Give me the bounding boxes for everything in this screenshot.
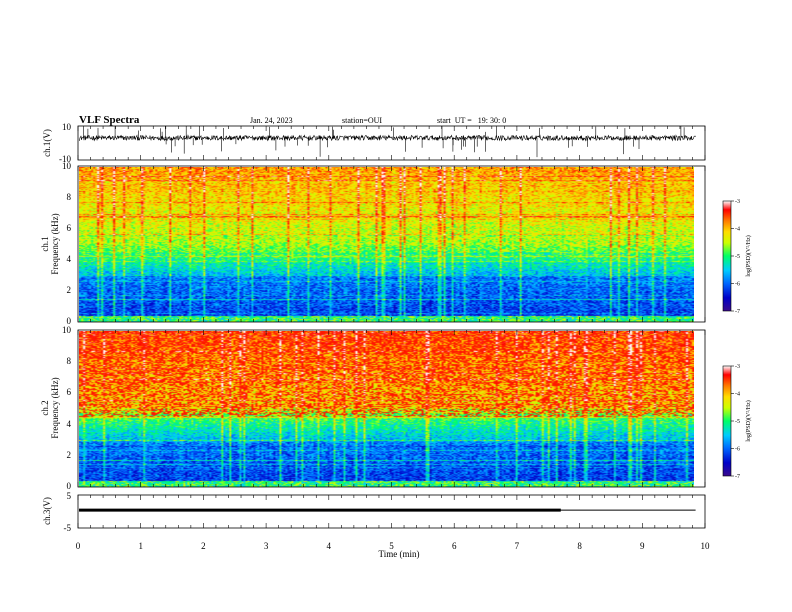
ch1-waveform-trace — [78, 134, 696, 142]
time-tick-2: 2 — [201, 541, 206, 551]
ch1-spectrogram-ticks — [77, 166, 706, 322]
ch1-colorbar-tick-m4: -4 — [735, 227, 740, 233]
ch2-colorbar-gradient — [722, 365, 732, 477]
ch1-colorbar-tick-m7: -7 — [735, 309, 740, 315]
time-tick-5: 5 — [389, 541, 394, 551]
ch1-waveform-ticks — [77, 126, 706, 160]
ch3-waveform-ylabel: ch.3(V) — [42, 497, 52, 525]
figure-station: station=OUI — [342, 116, 382, 125]
time-tick-7: 7 — [515, 541, 520, 551]
ch1-spectrogram-panel: 0 2 4 6 8 10 ch.1 Frequency (kHz) — [40, 161, 706, 326]
time-tick-3: 3 — [264, 541, 269, 551]
figure-date: Jan. 24, 2023 — [250, 116, 293, 125]
ch1-colorbar-tick-m3: -3 — [735, 199, 740, 205]
ch1-waveform-ylabel: ch.1(V) — [42, 129, 52, 157]
time-axis: 0 1 2 3 4 5 6 7 8 9 10 Time (min) — [76, 541, 710, 559]
ch1-freq-tick-2: 2 — [67, 285, 72, 295]
ch1-colorbar-tick-m6: -6 — [735, 282, 740, 288]
ch2-spectrogram-ylabel-channel: ch.2 — [40, 400, 50, 415]
ch2-colorbar-label: log(PSD)(V²/Hz) — [745, 400, 752, 441]
ch2-freq-tick-10: 10 — [62, 325, 72, 335]
ch1-waveform-spikes — [83, 126, 685, 158]
ch1-freq-tick-8: 8 — [67, 192, 72, 202]
ch1-colorbar-gradient — [722, 200, 732, 312]
ch2-spectrogram-heatmap — [79, 331, 694, 487]
ch2-freq-tick-0: 0 — [67, 481, 72, 491]
ch1-spectrogram-ylabel-channel: ch.1 — [40, 236, 50, 251]
ch2-freq-tick-2: 2 — [67, 450, 72, 460]
ch1-waveform-panel: 10 -10 ch.1(V) — [42, 122, 706, 164]
figure-title: VLF Spectra — [79, 114, 140, 126]
ch2-colorbar: -3 -4 -5 -6 -7 log(PSD)(V²/Hz) — [722, 364, 752, 480]
ch2-freq-tick-6: 6 — [67, 387, 72, 397]
time-tick-1: 1 — [138, 541, 143, 551]
time-tick-9: 9 — [640, 541, 645, 551]
ch1-freq-tick-6: 6 — [67, 223, 72, 233]
time-tick-4: 4 — [327, 541, 332, 551]
ch2-freq-tick-8: 8 — [67, 356, 72, 366]
ch1-spectrogram-ylabel-frequency: Frequency (kHz) — [50, 213, 60, 274]
ch1-freq-tick-10: 10 — [62, 161, 72, 171]
ch2-spectrogram-panel: 0 2 4 6 8 10 ch.2 Frequency (kHz) — [40, 325, 706, 491]
time-tick-8: 8 — [577, 541, 582, 551]
ch3-ytick-bottom: -5 — [64, 523, 72, 533]
ch3-waveform-ticks — [77, 495, 706, 528]
time-axis-label: Time (min) — [379, 549, 420, 559]
ch1-freq-tick-0: 0 — [67, 316, 72, 326]
ch3-waveform-panel: 5 -5 ch.3(V) — [42, 491, 706, 533]
ch2-spectrogram-ylabel-frequency: Frequency (kHz) — [50, 377, 60, 438]
time-tick-0: 0 — [76, 541, 81, 551]
ch3-ytick-top: 5 — [67, 491, 72, 501]
ch2-colorbar-tick-m6: -6 — [735, 447, 740, 453]
ch2-colorbar-tick-m3: -3 — [735, 364, 740, 370]
ch1-waveform-frame — [77, 125, 706, 161]
ch2-colorbar-tick-m4: -4 — [735, 392, 740, 398]
ch1-ytick-bottom: -10 — [59, 154, 71, 164]
ch1-colorbar-label: log(PSD)(V²/Hz) — [745, 235, 752, 276]
time-tick-6: 6 — [452, 541, 457, 551]
ch1-colorbar-tick-m5: -5 — [735, 254, 740, 260]
ch1-ytick-top: 10 — [62, 122, 72, 132]
ch1-spectrogram-heatmap — [79, 167, 694, 322]
ch1-freq-tick-4: 4 — [67, 254, 72, 264]
time-tick-10: 10 — [701, 541, 711, 551]
ch2-spectrogram-ticks — [77, 330, 706, 487]
ch2-colorbar-tick-m7: -7 — [735, 474, 740, 480]
ch1-colorbar: -3 -4 -5 -6 -7 log(PSD)(V²/Hz) — [722, 199, 752, 315]
ch2-colorbar-tick-m5: -5 — [735, 419, 740, 425]
figure-start-time: start UT = 19: 30: 0 — [437, 116, 506, 125]
ch2-freq-tick-4: 4 — [67, 419, 72, 429]
